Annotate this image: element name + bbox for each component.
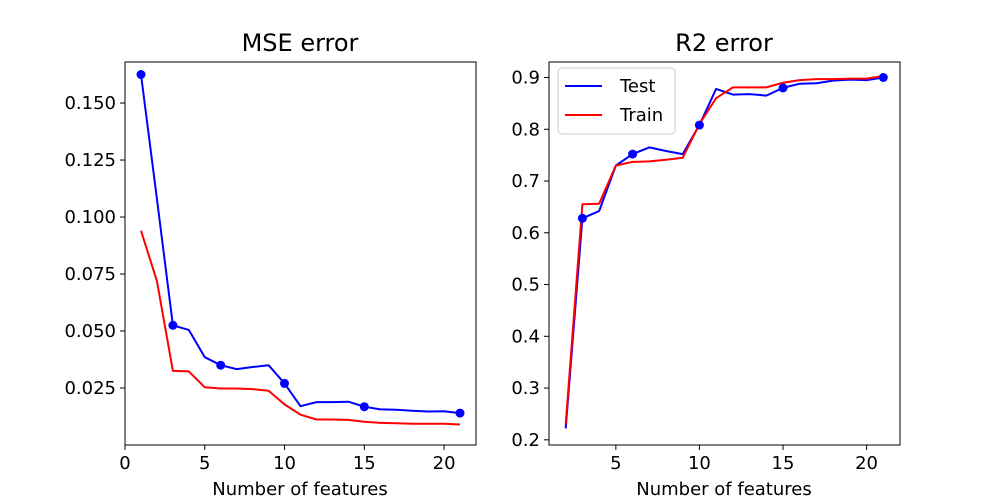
r2-marker: [778, 83, 788, 93]
mse-xlabel: Number of features: [212, 479, 387, 500]
r2-marker: [694, 120, 704, 130]
mse-marker: [168, 320, 178, 330]
r2-xtick-label: 15: [772, 453, 795, 474]
mse-marker: [280, 378, 289, 388]
mse-ytick-label: 0.125: [64, 150, 116, 171]
mse-marker: [359, 402, 369, 412]
r2-ytick-label: 0.9: [511, 68, 540, 89]
mse-marker: [455, 408, 465, 418]
r2-xtick-label: 20: [855, 453, 878, 474]
mse-ytick-label: 0.075: [64, 264, 116, 285]
mse-plot-area: 0 5 10 15 20 0.025 0.050 0.075 0.100 0.125 0.150: [64, 61, 477, 474]
mse-ytick-label: 0.100: [64, 207, 116, 228]
r2-plot-area: 5 10 15 20 0.2 0.3 0.4 0.5 0.6 0.7 0.8 0.9: [511, 61, 901, 474]
r2-marker: [628, 149, 638, 159]
mse-marker: [216, 360, 226, 370]
r2-ytick-label: 0.5: [511, 275, 540, 296]
r2-panel: R2 error 5 10 15 20 0.2 0.3 0.4 0.5 0.6 0.7 0.8 0.9…: [511, 29, 901, 500]
r2-ytick-label: 0.2: [511, 430, 540, 451]
r2-line-train: [564, 75, 884, 425]
mse-xtick-label: 5: [199, 453, 210, 474]
r2-ytick-label: 0.4: [511, 326, 540, 347]
mse-ytick-label: 0.050: [64, 321, 116, 342]
r2-title: R2 error: [675, 29, 773, 57]
r2-xtick-label: 5: [610, 453, 621, 474]
mse-xtick-label: 10: [273, 453, 296, 474]
r2-ytick-label: 0.6: [511, 223, 540, 244]
mse-xtick-label: 20: [433, 453, 456, 474]
legend-label-test: Test: [619, 76, 655, 97]
r2-ytick-label: 0.3: [511, 378, 540, 399]
mse-axes-frame: [124, 61, 477, 446]
legend-label-train: Train: [619, 105, 663, 126]
r2-marker: [577, 213, 587, 223]
mse-ytick-label: 0.150: [64, 93, 116, 114]
mse-panel: MSE error 0 5 10 15 20 0.025 0.050 0.075 0.100 0.…: [64, 29, 477, 500]
r2-ytick-label: 0.7: [511, 171, 540, 192]
mse-xtick-label: 0: [119, 453, 130, 474]
mse-marker: [136, 70, 146, 79]
legend-box: [557, 67, 676, 135]
mse-line-series-0: [140, 74, 461, 415]
r2-ytick-label: 0.8: [511, 119, 540, 140]
mse-xtick-label: 15: [353, 453, 376, 474]
r2-xtick-label: 10: [688, 453, 711, 474]
mse-ytick-label: 0.025: [64, 378, 116, 399]
mse-title: MSE error: [242, 29, 359, 57]
r2-xlabel: Number of features: [636, 479, 811, 500]
r2-legend: Test Train: [557, 67, 676, 135]
r2-axes-frame: [548, 61, 901, 446]
r2-marker: [878, 73, 888, 82]
mse-line-series-1: [140, 230, 461, 426]
